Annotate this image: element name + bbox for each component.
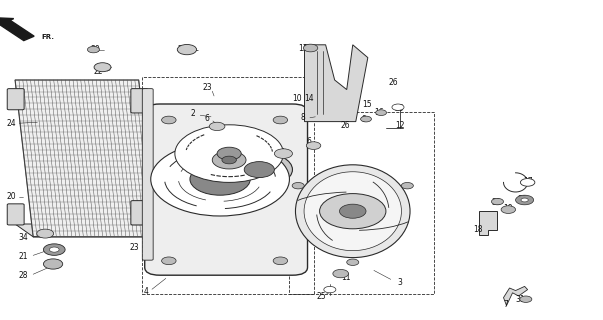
Ellipse shape bbox=[304, 172, 402, 251]
Text: 12: 12 bbox=[395, 121, 405, 130]
Text: 16: 16 bbox=[374, 108, 384, 117]
Circle shape bbox=[292, 182, 305, 189]
Text: 19: 19 bbox=[504, 204, 513, 213]
Text: 8: 8 bbox=[301, 113, 306, 122]
Circle shape bbox=[361, 116, 371, 122]
Text: 2: 2 bbox=[191, 109, 195, 118]
Circle shape bbox=[209, 122, 225, 131]
Text: 25: 25 bbox=[317, 292, 326, 301]
Text: 23: 23 bbox=[129, 243, 139, 252]
Text: 14: 14 bbox=[305, 94, 314, 103]
Text: FR.: FR. bbox=[41, 34, 54, 40]
FancyBboxPatch shape bbox=[7, 89, 24, 110]
Circle shape bbox=[49, 247, 59, 252]
Circle shape bbox=[212, 151, 246, 169]
Text: 28: 28 bbox=[18, 271, 28, 280]
Circle shape bbox=[162, 257, 176, 265]
Circle shape bbox=[151, 142, 289, 216]
Polygon shape bbox=[15, 224, 157, 237]
Text: 11: 11 bbox=[341, 273, 350, 282]
Circle shape bbox=[333, 269, 349, 278]
Text: 29: 29 bbox=[239, 160, 249, 169]
Polygon shape bbox=[305, 45, 368, 122]
Text: 32: 32 bbox=[491, 198, 501, 207]
Text: 23: 23 bbox=[202, 84, 212, 92]
Text: 5: 5 bbox=[271, 170, 276, 179]
Circle shape bbox=[347, 259, 359, 266]
Circle shape bbox=[43, 244, 65, 255]
Text: 24: 24 bbox=[6, 119, 16, 128]
Circle shape bbox=[43, 259, 63, 269]
Text: 24: 24 bbox=[178, 45, 188, 54]
Ellipse shape bbox=[295, 165, 410, 258]
Polygon shape bbox=[15, 80, 157, 237]
Circle shape bbox=[501, 206, 516, 213]
Circle shape bbox=[37, 229, 54, 238]
Circle shape bbox=[222, 156, 236, 164]
Text: 9: 9 bbox=[361, 115, 366, 124]
Circle shape bbox=[217, 147, 241, 160]
Text: 25: 25 bbox=[395, 104, 405, 113]
FancyBboxPatch shape bbox=[7, 204, 24, 225]
Circle shape bbox=[162, 116, 176, 124]
Circle shape bbox=[376, 110, 387, 116]
Ellipse shape bbox=[192, 148, 206, 159]
Text: 33: 33 bbox=[517, 195, 527, 204]
Circle shape bbox=[94, 63, 111, 72]
Text: 1: 1 bbox=[280, 148, 285, 157]
FancyBboxPatch shape bbox=[145, 104, 308, 275]
Text: 6: 6 bbox=[204, 114, 209, 123]
Text: 20: 20 bbox=[6, 192, 16, 201]
FancyBboxPatch shape bbox=[131, 89, 148, 113]
Circle shape bbox=[516, 195, 534, 205]
Text: 3: 3 bbox=[397, 278, 402, 287]
Circle shape bbox=[177, 44, 197, 55]
Text: 13: 13 bbox=[298, 44, 308, 53]
Circle shape bbox=[306, 142, 321, 149]
Text: 17: 17 bbox=[523, 177, 533, 186]
Circle shape bbox=[324, 286, 336, 293]
Circle shape bbox=[521, 198, 528, 202]
Text: 4: 4 bbox=[144, 287, 149, 296]
Circle shape bbox=[273, 116, 288, 124]
Circle shape bbox=[339, 204, 366, 218]
Text: 26: 26 bbox=[340, 121, 350, 130]
Text: 27: 27 bbox=[185, 148, 195, 156]
Text: 15: 15 bbox=[362, 100, 371, 109]
Circle shape bbox=[491, 198, 504, 205]
Circle shape bbox=[87, 46, 99, 53]
Text: 34: 34 bbox=[18, 233, 28, 242]
Circle shape bbox=[520, 296, 532, 302]
Text: 6: 6 bbox=[307, 137, 312, 146]
Polygon shape bbox=[479, 211, 497, 235]
Polygon shape bbox=[504, 286, 528, 306]
Circle shape bbox=[226, 152, 292, 187]
Circle shape bbox=[244, 162, 274, 178]
Text: 31: 31 bbox=[516, 295, 525, 304]
Text: 21: 21 bbox=[18, 252, 28, 261]
Circle shape bbox=[392, 104, 404, 110]
Circle shape bbox=[320, 194, 386, 229]
Text: 10: 10 bbox=[292, 94, 302, 103]
Text: 18: 18 bbox=[473, 225, 483, 234]
Circle shape bbox=[274, 149, 292, 158]
Circle shape bbox=[175, 125, 283, 182]
Text: 13: 13 bbox=[159, 188, 168, 196]
Circle shape bbox=[401, 182, 413, 189]
Circle shape bbox=[520, 179, 535, 186]
FancyArrow shape bbox=[0, 18, 34, 41]
Text: 30: 30 bbox=[90, 45, 100, 54]
Circle shape bbox=[190, 163, 250, 195]
Text: 26: 26 bbox=[389, 78, 399, 87]
Text: 22: 22 bbox=[93, 68, 103, 76]
Circle shape bbox=[303, 44, 318, 52]
Circle shape bbox=[273, 257, 288, 265]
Text: 7: 7 bbox=[503, 300, 508, 309]
FancyBboxPatch shape bbox=[131, 201, 148, 225]
FancyBboxPatch shape bbox=[142, 89, 153, 260]
